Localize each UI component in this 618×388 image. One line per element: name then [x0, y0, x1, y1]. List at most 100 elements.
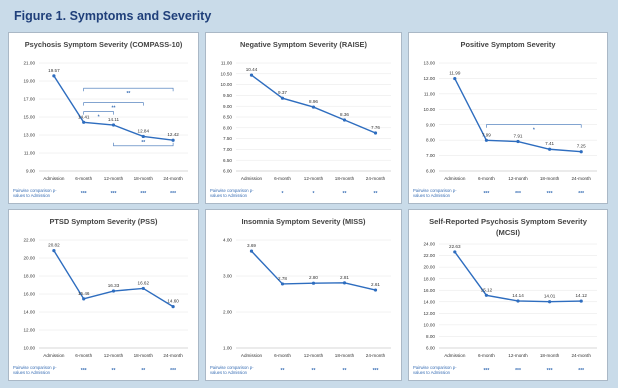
x-tick-label: 12-month	[104, 353, 124, 358]
y-tick-label: 14.00	[424, 299, 436, 304]
y-tick-label: 22.00	[424, 253, 436, 258]
data-label: 14.41	[78, 114, 90, 119]
y-tick-label: 9.00	[26, 169, 35, 174]
y-tick-label: 9.00	[426, 122, 435, 127]
data-label: 7.99	[482, 132, 491, 137]
data-label: 19.57	[48, 68, 60, 73]
y-tick-label: 6.50	[223, 158, 232, 163]
data-point	[52, 74, 56, 78]
significance-label: **	[141, 140, 145, 146]
comparison-value: ***	[547, 191, 553, 197]
comparison-label: Pairwise comparison p-	[210, 365, 254, 370]
data-point	[311, 281, 316, 285]
comparison-value: *	[282, 191, 284, 197]
data-point	[548, 300, 552, 304]
data-label: 9.37	[278, 90, 287, 95]
x-tick-label: 12-month	[508, 353, 528, 358]
data-label: 22.63	[449, 244, 461, 249]
data-point	[82, 297, 86, 301]
data-label: 2.61	[371, 282, 380, 287]
comparison-value: **	[343, 368, 347, 374]
data-label: 12.42	[167, 132, 179, 137]
x-tick-label: 24-month	[366, 353, 386, 358]
comparison-label: values to Admission	[413, 193, 451, 198]
comparison-value: **	[312, 368, 316, 374]
x-tick-label: 24-month	[571, 176, 591, 181]
x-tick-label: Admission	[241, 353, 263, 358]
comparison-value: ***	[515, 191, 521, 197]
comparison-value: ***	[81, 368, 87, 374]
y-tick-label: 11.00	[24, 151, 36, 156]
data-label: 2.78	[278, 276, 287, 281]
significance-label: *	[98, 115, 100, 121]
y-tick-label: 6.00	[223, 169, 232, 174]
comparison-value: ***	[81, 191, 87, 197]
data-label: 20.82	[48, 243, 60, 248]
comparison-value: ***	[547, 368, 553, 374]
x-tick-label: 6-month	[478, 176, 495, 181]
y-tick-label: 10.00	[424, 107, 436, 112]
data-point	[453, 250, 457, 254]
y-tick-label: 8.00	[223, 125, 232, 130]
x-tick-label: 6-month	[274, 176, 291, 181]
comparison-value: **	[374, 191, 378, 197]
x-tick-label: 18-month	[540, 176, 560, 181]
comparison-value: **	[112, 368, 116, 374]
comparison-value: **	[343, 191, 347, 197]
data-point	[342, 118, 347, 122]
y-tick-label: 18.00	[24, 274, 36, 279]
y-tick-label: 11.00	[221, 61, 233, 66]
y-tick-label: 20.00	[24, 256, 36, 261]
y-tick-label: 10.00	[221, 82, 233, 87]
y-tick-label: 19.00	[24, 79, 36, 84]
chart-svg: PTSD Symptom Severity (PSS) 10.00 12.00 14.…	[13, 217, 188, 375]
x-tick-label: 18-month	[335, 176, 355, 181]
significance-label: **	[112, 106, 116, 112]
y-tick-label: 9.00	[223, 104, 232, 109]
y-tick-label: 11.00	[424, 91, 436, 96]
data-point	[484, 293, 488, 297]
comparison-label: Pairwise comparison p-	[413, 188, 457, 193]
x-tick-label: 12-month	[104, 176, 124, 181]
chart-panel-compass10: Psychosis Symptom Severity (COMPASS-10) 9…	[8, 32, 199, 204]
data-label: 11.99	[449, 71, 461, 76]
chart-panel-raise: Negative Symptom Severity (RAISE) 6.00 6.5…	[205, 32, 402, 204]
data-point	[484, 138, 488, 142]
comparison-label: Pairwise comparison p-	[210, 188, 254, 193]
data-point	[280, 96, 285, 100]
y-tick-label: 2.00	[223, 310, 232, 315]
y-tick-label: 8.00	[426, 334, 435, 339]
comparison-value: **	[141, 368, 145, 374]
x-tick-label: 6-month	[75, 353, 92, 358]
x-tick-label: 24-month	[163, 176, 183, 181]
x-tick-label: Admission	[43, 353, 65, 358]
chart-svg: Psychosis Symptom Severity (COMPASS-10) 9…	[13, 40, 188, 198]
chart-title: Psychosis Symptom Severity (COMPASS-10)	[25, 40, 183, 49]
data-point	[111, 123, 116, 127]
y-tick-label: 24.00	[424, 242, 436, 247]
chart-title: Negative Symptom Severity (RAISE)	[240, 40, 367, 49]
data-label: 14.01	[544, 294, 556, 299]
data-label: 2.80	[309, 275, 318, 280]
data-point	[516, 139, 520, 144]
significance-bracket	[83, 102, 144, 106]
chart-panel-mcsi: Self-Reported Psychosis Symptom Severity…	[408, 209, 608, 381]
chart-panel-positive: Positive Symptom Severity 6.00 7.00 8.00 9.0…	[408, 32, 608, 204]
significance-label: **	[126, 91, 130, 97]
data-point	[548, 147, 552, 151]
data-label: 16.62	[138, 280, 150, 285]
x-tick-label: 12-month	[304, 353, 324, 358]
chart-title: PTSD Symptom Severity (PSS)	[49, 217, 158, 226]
y-tick-label: 10.50	[221, 71, 233, 76]
chart-svg: Negative Symptom Severity (RAISE) 6.00 6.5…	[210, 40, 391, 198]
y-tick-label: 18.00	[424, 276, 436, 281]
y-tick-label: 7.50	[223, 136, 232, 141]
data-point	[373, 131, 378, 135]
comparison-label: values to Admission	[210, 370, 248, 375]
data-point	[171, 138, 175, 142]
comparison-value: *	[313, 191, 315, 197]
chart-title: Insomnia Symptom Severity (MISS)	[241, 217, 366, 226]
data-label: 8.96	[309, 99, 318, 104]
y-tick-label: 8.50	[223, 115, 232, 120]
data-label: 7.91	[514, 134, 523, 139]
